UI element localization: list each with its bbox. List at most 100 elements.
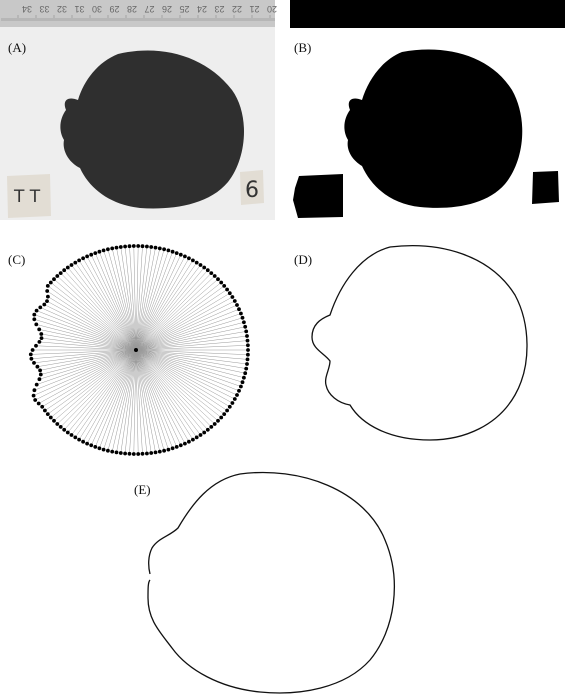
contour-point (46, 294, 50, 299)
radial-ray (135, 349, 238, 396)
radial-ray (116, 247, 137, 351)
radial-ray (135, 267, 205, 351)
radial-ray (95, 253, 137, 351)
contour-point (246, 352, 250, 357)
contour-point (162, 247, 167, 252)
radial-ray (36, 349, 137, 385)
contour-point (106, 448, 110, 453)
centroid-point (134, 348, 138, 352)
radial-ray (129, 246, 137, 351)
contour-point (205, 427, 210, 432)
radial-ray (82, 349, 137, 442)
contour-point (40, 404, 45, 409)
contour-point (187, 439, 191, 444)
radial-ray (38, 349, 137, 404)
radial-ray (107, 349, 137, 451)
contour-point (106, 247, 110, 252)
contour-point (81, 439, 85, 444)
contour-point (212, 422, 217, 426)
contour-point (32, 388, 37, 393)
radial-ray (99, 251, 137, 351)
radial-ray (44, 304, 137, 351)
ruler-number: 34 (22, 4, 32, 14)
reconstructed-fruit-outline (147, 471, 395, 694)
radial-ray (135, 349, 222, 418)
contour-point (114, 245, 119, 250)
radial-ray (135, 246, 148, 351)
tag-right: 6 (240, 170, 264, 205)
ruler-number: 29 (109, 4, 119, 14)
radial-ray (37, 349, 137, 367)
radial-ray (33, 349, 137, 396)
contour-point (37, 327, 42, 332)
radial-ray (135, 258, 190, 351)
contour-point (174, 445, 179, 449)
contour-point (37, 340, 42, 344)
radial-ray (50, 282, 137, 351)
panel-label-c: (C) (8, 252, 26, 267)
radial-ray (135, 260, 194, 351)
radial-ray (135, 349, 205, 433)
fruit-photograph: 34 33 32 31 30 29 28 27 26 25 24 23 22 21 20 T T 6 (0, 0, 277, 220)
contour-point (191, 437, 195, 442)
contour-point (209, 271, 214, 275)
contour-point (240, 315, 245, 320)
radial-ray (135, 349, 165, 451)
contour-point (32, 317, 37, 322)
contour-point (237, 388, 241, 393)
radial-ray (135, 349, 240, 392)
radial-ray (135, 250, 169, 351)
radial-ray (135, 349, 243, 383)
contour-point (58, 425, 63, 429)
radial-ray (67, 267, 137, 351)
radial-ray (135, 349, 173, 449)
ruler-number: 22 (232, 4, 242, 14)
radial-ray (135, 317, 243, 351)
contour-point (89, 252, 94, 257)
contour-point (140, 451, 145, 456)
radial-ray (41, 333, 137, 351)
contour-point (77, 258, 81, 263)
radial-ray (135, 349, 208, 430)
contour-point (222, 284, 227, 288)
contour-point (45, 284, 50, 288)
contour-point (245, 357, 250, 362)
radial-ray (135, 246, 152, 351)
contour-point (209, 425, 214, 429)
radial-ray (47, 290, 137, 351)
contour-point (93, 251, 98, 255)
contour-point (178, 443, 183, 448)
contour-point (225, 408, 230, 413)
radial-ray (135, 349, 194, 440)
contour-point (34, 308, 39, 313)
contour-point (245, 338, 250, 343)
contour-point (187, 256, 191, 261)
radial-ray (135, 349, 139, 455)
contour-point (243, 324, 248, 329)
contour-point (45, 412, 50, 416)
contour-point (43, 408, 47, 413)
radial-ray (135, 349, 177, 447)
radial-ray (135, 251, 173, 351)
contour-point (230, 295, 235, 299)
contour-point (166, 447, 171, 452)
contour-point (39, 336, 44, 340)
radial-ray (135, 296, 233, 351)
radial-ray (60, 272, 137, 351)
panel-label-e: (E) (134, 482, 151, 497)
contour-point (198, 263, 203, 267)
contour-point (235, 303, 239, 307)
radial-rays (30, 245, 248, 455)
contour-point (34, 343, 38, 348)
contour-point (127, 451, 132, 456)
radial-ray (135, 254, 182, 351)
contour-point (198, 433, 203, 437)
radial-ray (50, 349, 137, 418)
radial-ray (135, 349, 143, 454)
radial-ray (53, 279, 137, 351)
radial-ray (135, 349, 241, 387)
contour-point (183, 254, 187, 259)
contour-point (246, 343, 250, 348)
radial-ray (36, 310, 137, 351)
fruit-outline (311, 245, 528, 441)
